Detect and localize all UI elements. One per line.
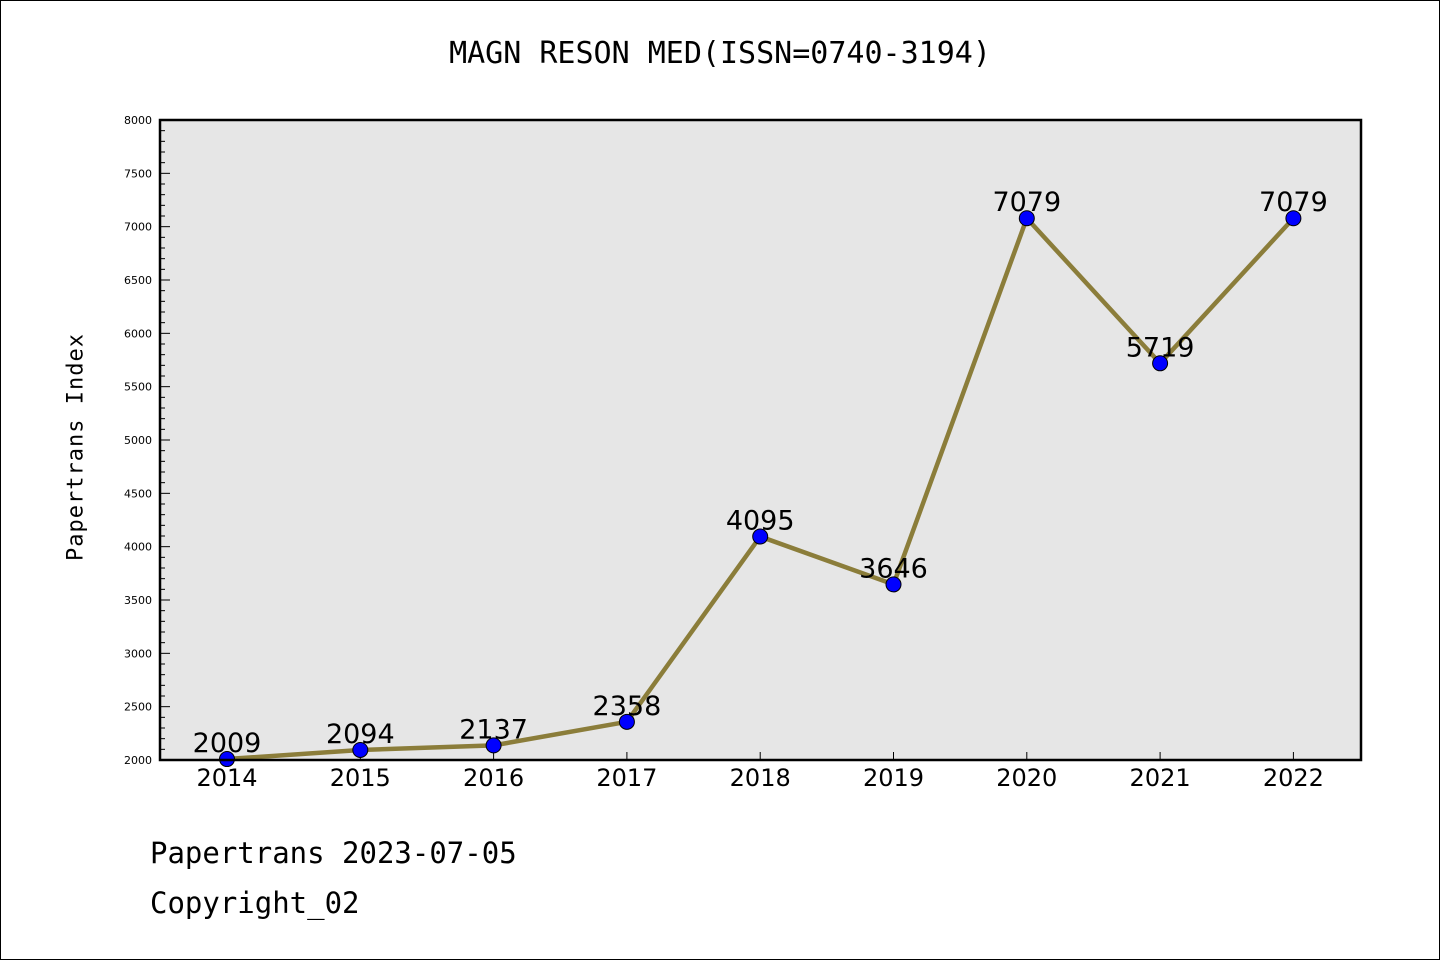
data-labels: 2009 2094 2137 2358 4095 3646 7079 5719 7079 xyxy=(193,187,1328,759)
data-point xyxy=(1152,355,1169,372)
data-point xyxy=(485,737,502,754)
x-tick-label: 2014 xyxy=(196,764,257,792)
data-label: 4095 xyxy=(726,506,795,537)
y-tick-label: 8000 xyxy=(124,114,152,127)
data-point xyxy=(885,576,902,593)
data-point xyxy=(352,741,369,758)
x-tick-label: 2020 xyxy=(996,764,1057,792)
y-tick-label: 6000 xyxy=(124,327,152,340)
plot-area xyxy=(160,120,1361,760)
data-label: 3646 xyxy=(859,553,928,584)
chart-title: MAGN RESON MED(ISSN=0740-3194) xyxy=(449,36,991,71)
y-tick-label: 4000 xyxy=(124,541,152,554)
data-label: 2094 xyxy=(326,719,395,750)
data-label: 7079 xyxy=(1259,187,1328,218)
x-tick-label: 2021 xyxy=(1130,764,1191,792)
y-tick-label: 3500 xyxy=(124,594,152,607)
data-point xyxy=(1018,210,1035,227)
data-label: 2358 xyxy=(593,691,662,722)
data-point xyxy=(1285,210,1302,227)
y-tick-label: 2500 xyxy=(124,701,152,714)
data-markers xyxy=(219,210,1302,768)
plot-border xyxy=(158,118,1363,762)
y-tick-label: 7500 xyxy=(124,167,152,180)
y-tick-label: 7000 xyxy=(124,221,152,234)
x-axis: 2014 2015 2016 2017 2018 2019 2020 2021 2022 xyxy=(196,752,1324,792)
x-tick-label: 2022 xyxy=(1263,764,1324,792)
y-tick-label: 5500 xyxy=(124,381,152,394)
footer-copyright-line: Copyright_02 xyxy=(150,886,360,920)
x-tick-label: 2018 xyxy=(730,764,791,792)
data-point xyxy=(618,713,635,730)
x-tick-label: 2016 xyxy=(463,764,524,792)
footer-date-line: Papertrans 2023-07-05 xyxy=(150,836,517,870)
data-label: 5719 xyxy=(1126,332,1195,363)
y-tick-label: 6500 xyxy=(124,274,152,287)
data-point xyxy=(752,528,769,545)
x-tick-label: 2015 xyxy=(330,764,391,792)
data-label: 7079 xyxy=(992,187,1061,218)
x-tick-label: 2019 xyxy=(863,764,924,792)
y-tick-label: 5000 xyxy=(124,434,152,447)
data-label: 2009 xyxy=(193,728,262,759)
y-tick-label: 4500 xyxy=(124,487,152,500)
y-tick-label: 3000 xyxy=(124,647,152,660)
x-tick-label: 2017 xyxy=(596,764,657,792)
data-label: 2137 xyxy=(459,714,528,745)
y-tick-label: 2000 xyxy=(124,754,152,767)
